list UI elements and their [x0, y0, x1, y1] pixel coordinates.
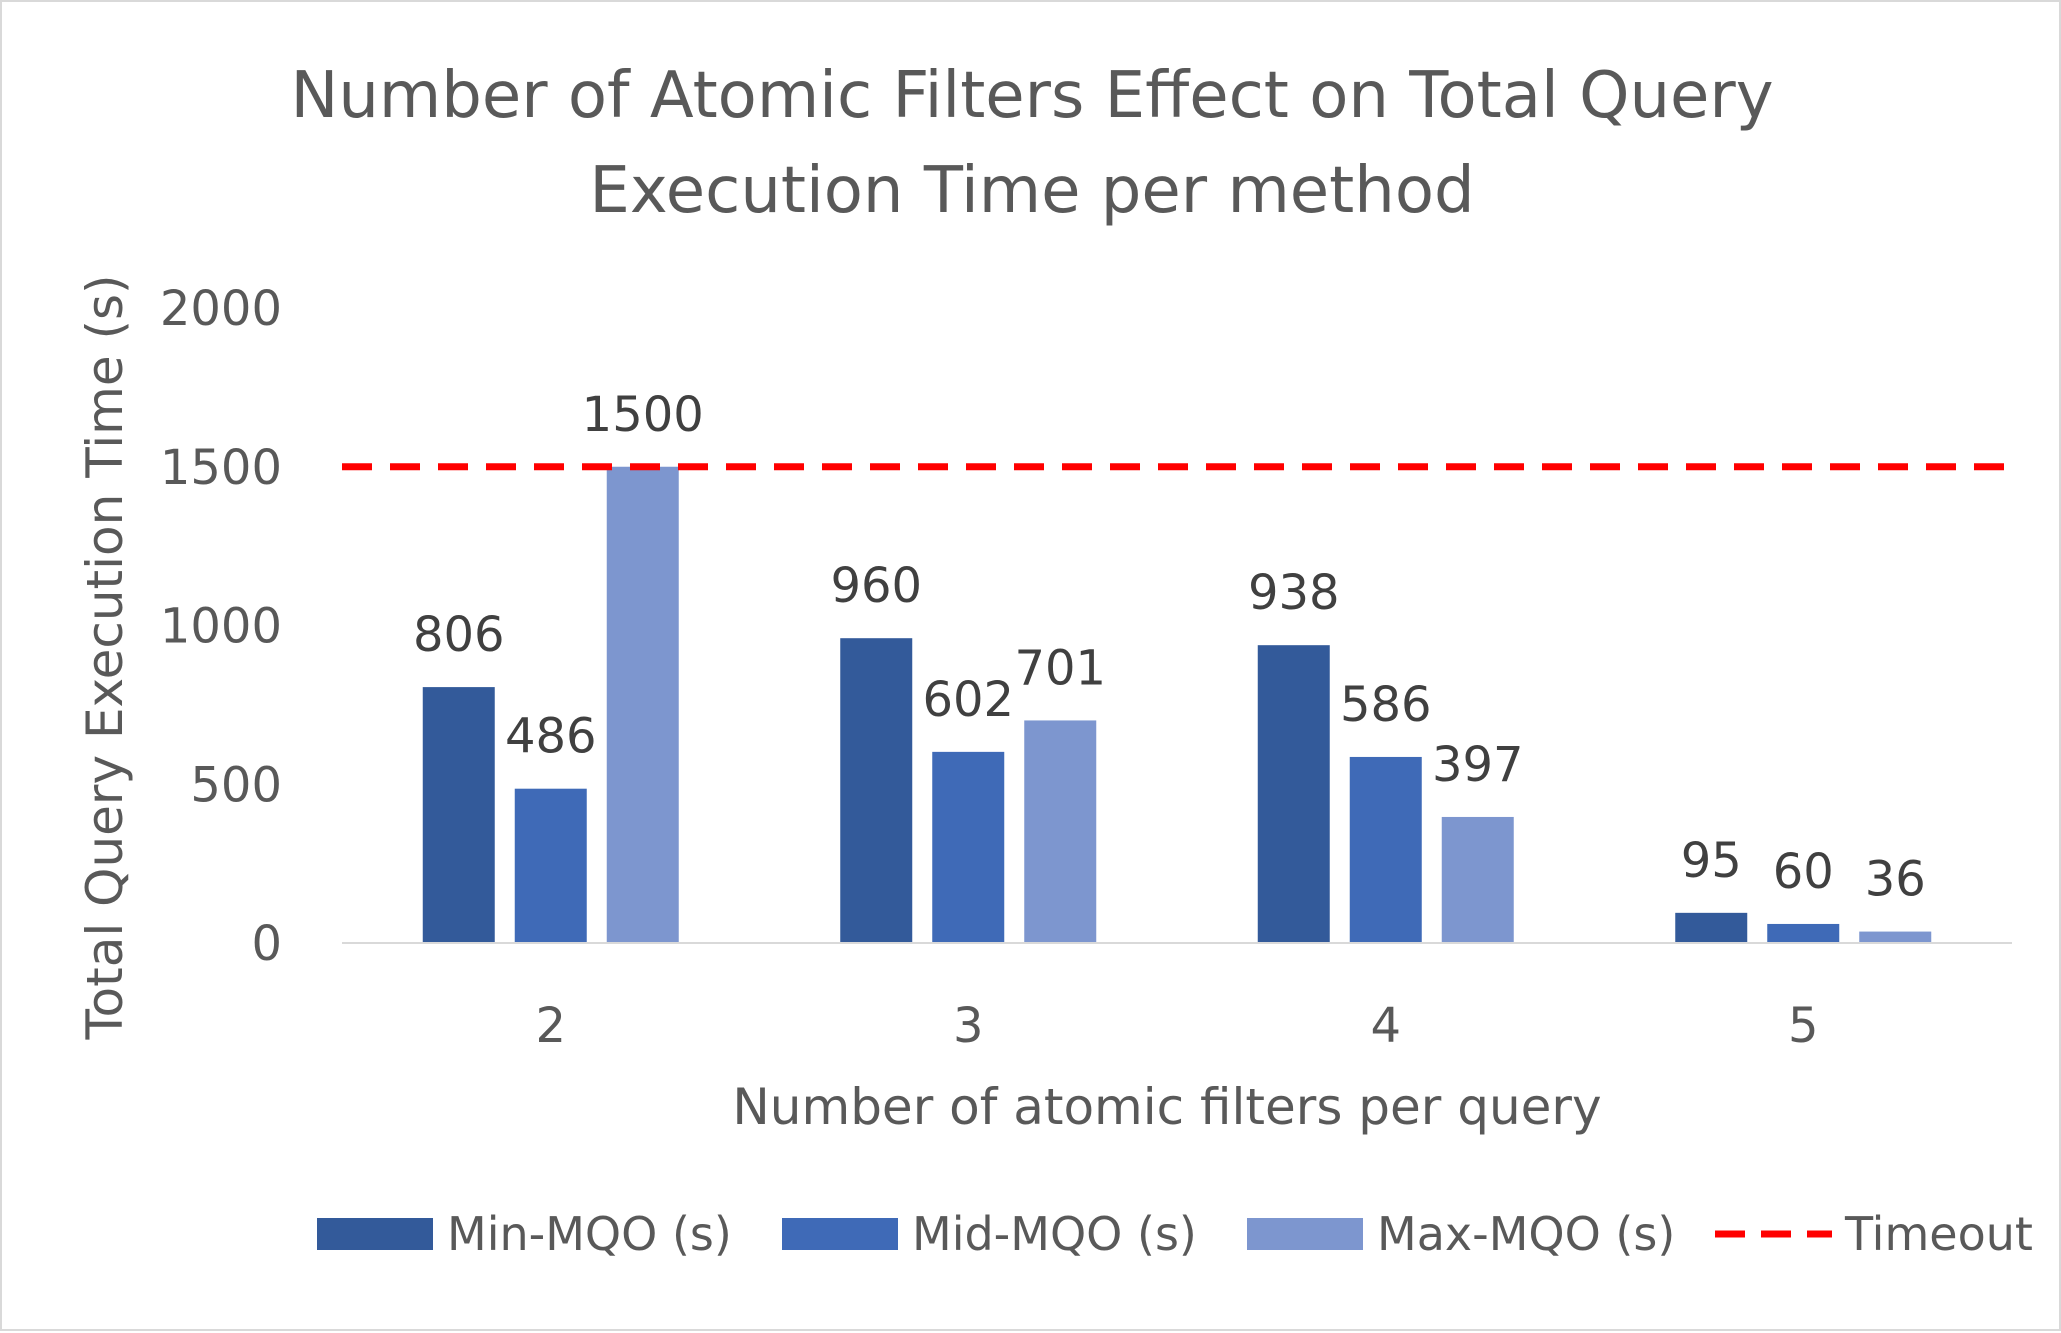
y-axis-ticks: 0 500 1000 1500 2000 — [160, 281, 282, 972]
chart-title-line-1: Number of Atomic Filters Effect on Total… — [290, 59, 1773, 133]
x-tick-label: 5 — [1788, 998, 1819, 1054]
y-axis-title: Total Query Execution Time (s) — [76, 274, 134, 1040]
bar-value-label: 602 — [922, 672, 1014, 728]
bar-value-label: 806 — [413, 607, 505, 663]
bar-value-label: 586 — [1340, 677, 1432, 733]
legend: Min-MQO (s) Mid-MQO (s) Max-MQO (s) Timeout — [317, 1207, 2033, 1261]
legend-swatch — [1247, 1218, 1363, 1250]
legend-label: Timeout — [1844, 1207, 2033, 1261]
bar — [1024, 720, 1097, 943]
y-tick-label: 1000 — [160, 599, 282, 655]
bar-value-label: 60 — [1773, 844, 1834, 900]
bar — [840, 638, 913, 943]
legend-label: Max-MQO (s) — [1377, 1207, 1675, 1261]
bar — [1441, 816, 1514, 943]
y-tick-label: 500 — [190, 757, 282, 813]
legend-swatch — [317, 1218, 433, 1250]
bar — [514, 788, 587, 943]
y-tick-label: 2000 — [160, 281, 282, 337]
bar-value-label: 36 — [1865, 852, 1926, 908]
legend-label: Min-MQO (s) — [447, 1207, 732, 1261]
bar — [1257, 645, 1330, 943]
bar-value-label: 95 — [1681, 833, 1742, 889]
bar — [1767, 923, 1840, 943]
bar — [1349, 756, 1422, 943]
x-tick-label: 2 — [535, 998, 566, 1054]
legend-swatch — [782, 1218, 898, 1250]
x-tick-label: 4 — [1370, 998, 1401, 1054]
bar-value-label: 960 — [830, 558, 922, 614]
bar-value-label: 1500 — [582, 387, 704, 443]
bar-value-label: 701 — [1014, 640, 1106, 696]
y-tick-label: 1500 — [160, 440, 282, 496]
x-axis-ticks: 2 3 4 5 — [535, 998, 1818, 1054]
chart-title-line-2: Execution Time per method — [589, 154, 1474, 228]
y-tick-label: 0 — [251, 916, 282, 972]
legend-label: Mid-MQO (s) — [912, 1207, 1197, 1261]
bar-value-label: 938 — [1248, 565, 1340, 621]
bar — [1675, 912, 1748, 943]
bar — [1859, 931, 1932, 943]
bar — [932, 751, 1005, 943]
bar — [606, 466, 679, 943]
bar — [422, 687, 495, 943]
x-axis-title: Number of atomic filters per query — [732, 1078, 1601, 1136]
x-tick-label: 3 — [953, 998, 984, 1054]
bar-value-label: 486 — [505, 709, 597, 765]
bar-value-label: 397 — [1432, 737, 1524, 793]
